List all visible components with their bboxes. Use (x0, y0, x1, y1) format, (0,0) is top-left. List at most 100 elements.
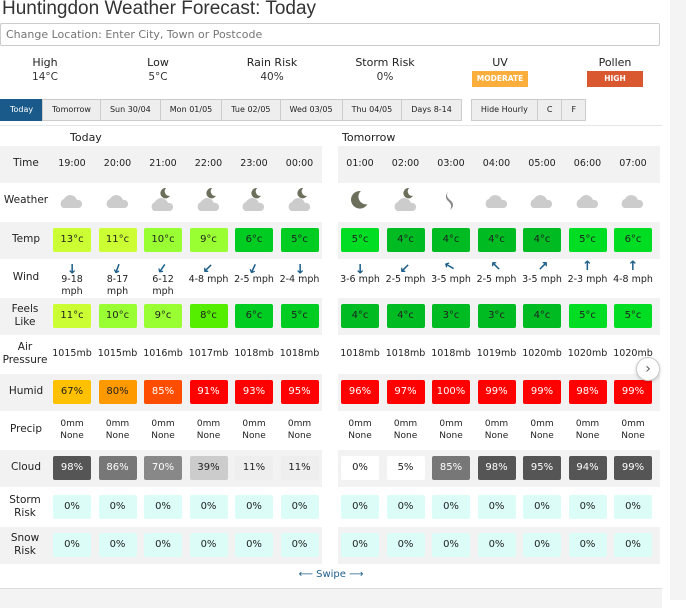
wind-speed: 4-8 mph (188, 274, 229, 285)
wind-speed: 4-8 mph (613, 274, 653, 285)
option-f[interactable]: F (561, 99, 587, 121)
scroll-right-button[interactable]: › (636, 357, 660, 381)
option-hide-hourly[interactable]: Hide Hourly (470, 99, 538, 121)
precip-value: 0mm None (530, 419, 554, 441)
storm-value: 0% (189, 495, 228, 519)
cloud-icon (613, 188, 653, 218)
wind-value: ↑ 3-5 mph (431, 258, 471, 286)
wind-speed: 3-5 mph (431, 274, 471, 285)
summary-value: 5°C (148, 71, 168, 83)
wind-direction-arrow-icon: ↑ (582, 259, 593, 274)
cloud-value (659, 456, 660, 480)
pressure-value: 1017mb (188, 348, 229, 359)
wind-speed: 3-5 mph (522, 274, 562, 285)
humid-value: 100% (432, 380, 470, 404)
time-value: 04:00 (482, 158, 511, 169)
feels-value: 10°c (98, 304, 137, 328)
wind-value: ↑ 9-18 mph (52, 260, 92, 298)
tab-thu-04-05[interactable]: Thu 04/05 (341, 99, 403, 121)
snow-value: 0% (477, 533, 516, 557)
storm-value: 0% (98, 495, 137, 519)
precip-value: 0mm None (151, 419, 175, 441)
row-label-humid: Humid (8, 385, 44, 397)
location-search-input[interactable] (0, 23, 660, 46)
summary-storm-risk: Storm Risk 0% (340, 56, 430, 83)
pressure-value: 1020mb (613, 348, 653, 359)
snow-value: 0% (614, 533, 652, 557)
pressure-value: 1018mb (385, 348, 426, 359)
snow-value: 0% (432, 533, 470, 557)
precip-value: 0mm None (105, 419, 130, 441)
snow-value: 0% (280, 533, 319, 557)
temp-value: 5°c (280, 228, 319, 252)
summary-badge: MODERATE (472, 71, 528, 87)
pressure-value: 1015mb (97, 348, 138, 359)
humid-value: 99% (523, 380, 561, 404)
moon-icon (340, 188, 380, 218)
pressure-value: 1015mb (52, 348, 92, 359)
feels-value: 11°c (53, 304, 91, 328)
divider (0, 125, 662, 126)
partly-cloudy-night-icon (234, 187, 274, 218)
cloud-value: 70% (144, 456, 182, 480)
snow-value: 0% (235, 533, 273, 557)
precip-value: 0mm None (348, 419, 372, 441)
wind-direction-arrow-icon: ↑ (533, 257, 552, 276)
row-label-feels: Feels Like (11, 303, 39, 328)
temp-value: 4°c (523, 228, 561, 252)
wind-direction-arrow-icon: ↑ (245, 258, 262, 277)
wind-speed: 2-5 mph (385, 274, 426, 285)
temp-value: 6°c (235, 228, 273, 252)
precip-value: 0mm None (575, 419, 600, 441)
tab-mon-01-05[interactable]: Mon 01/05 (159, 99, 223, 121)
tab-tue-02-05[interactable]: Tue 02/05 (221, 99, 281, 121)
row-bg (0, 146, 322, 183)
wind-value: ↑ 2-4 mph (280, 260, 320, 286)
precip-value: 0mm None (484, 419, 509, 441)
temp-value: 4°c (386, 228, 425, 252)
time-value: 02:00 (391, 158, 420, 169)
humid-value: 91% (189, 380, 228, 404)
wind-speed: 2-5 mph (476, 274, 517, 285)
temp-value: 9°c (189, 228, 228, 252)
cloud-value: 11% (235, 456, 273, 480)
forecast-today: Today Time 19:00 20:00 21:00 22:00 23:00 00:00 W… (0, 130, 322, 570)
precip-value: 0mm None (242, 419, 266, 441)
snow-value: 0% (386, 533, 425, 557)
tab-today[interactable]: Today (0, 99, 44, 121)
cloud-value: 86% (98, 456, 137, 480)
temp-value: 4°c (432, 228, 470, 252)
tab-tomorrow[interactable]: Tomorrow (42, 99, 101, 121)
pressure-value: 1016mb (143, 348, 183, 359)
tab-sun-30-04[interactable]: Sun 30/04 (99, 99, 161, 121)
option-c[interactable]: C (536, 99, 563, 121)
feels-value: 3°c (432, 304, 470, 328)
wind-value: ↑ 6-12 mph (143, 258, 183, 298)
wind-value: ↑ 4-8 mph (188, 258, 229, 286)
row-bg (338, 146, 660, 183)
forecast-tomorrow: Tomorrow 01:00 02:00 03:00 04:00 05:00 06:00 07… (338, 130, 660, 570)
snow-value: 0% (523, 533, 561, 557)
humid-value: 80% (98, 380, 137, 404)
day-heading: Tomorrow (342, 131, 396, 144)
humid-value: 99% (614, 380, 652, 404)
summary-label: Storm Risk (355, 56, 415, 69)
cloud-value: 99% (614, 456, 652, 480)
storm-value: 0% (235, 495, 273, 519)
time-value: 22:00 (194, 158, 223, 169)
temp-value: 13°c (53, 228, 91, 252)
storm-value: 0% (144, 495, 182, 519)
time-value: 05:00 (528, 158, 556, 169)
feels-value: 4°c (341, 304, 379, 328)
wind-value: ↑ 2-3 mph (568, 259, 608, 286)
wind-value: ↑ 4-8 mph (613, 260, 653, 286)
pressure-value: 1020mb (567, 348, 608, 359)
humid-value: 97% (386, 380, 425, 404)
page-scrollbar[interactable] (670, 0, 686, 600)
wind-direction-arrow-icon: ↑ (486, 257, 506, 276)
humid-value: 99% (477, 380, 516, 404)
tab-wed-03-05[interactable]: Wed 03/05 (279, 99, 343, 121)
tab-days-8-14[interactable]: Days 8-14 (401, 99, 462, 121)
feels-value: 3°c (477, 304, 516, 328)
cloud-value: 5% (386, 456, 425, 480)
